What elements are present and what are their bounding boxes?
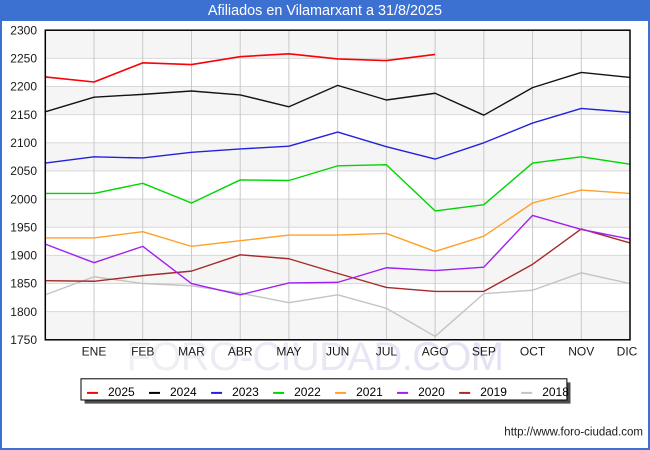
svg-text:FEB: FEB	[131, 344, 154, 358]
svg-text:1800: 1800	[10, 305, 37, 319]
svg-text:JUN: JUN	[326, 344, 349, 358]
svg-text:2250: 2250	[10, 52, 37, 66]
svg-text:OCT: OCT	[520, 344, 546, 358]
svg-text:2000: 2000	[10, 192, 37, 206]
svg-text:2023: 2023	[232, 385, 259, 399]
svg-text:2022: 2022	[294, 385, 321, 399]
svg-text:2025: 2025	[108, 385, 135, 399]
svg-text:http://www.foro-ciudad.com: http://www.foro-ciudad.com	[504, 426, 643, 438]
svg-text:1950: 1950	[10, 220, 37, 234]
svg-text:2050: 2050	[10, 164, 37, 178]
svg-text:2019: 2019	[480, 385, 507, 399]
svg-text:SEP: SEP	[472, 344, 496, 358]
svg-text:2024: 2024	[170, 385, 197, 399]
svg-text:JUL: JUL	[376, 344, 398, 358]
svg-text:MAY: MAY	[276, 344, 301, 358]
svg-text:AGO: AGO	[422, 344, 449, 358]
svg-text:2018: 2018	[542, 385, 569, 399]
svg-text:ABR: ABR	[228, 344, 253, 358]
svg-text:1750: 1750	[10, 333, 37, 347]
svg-text:FORO-CIUDAD.COM: FORO-CIUDAD.COM	[127, 335, 504, 379]
svg-text:NOV: NOV	[568, 344, 594, 358]
svg-text:2300: 2300	[10, 23, 37, 37]
svg-text:DIC: DIC	[617, 344, 638, 358]
svg-text:2021: 2021	[356, 385, 383, 399]
svg-text:2100: 2100	[10, 136, 37, 150]
svg-text:2150: 2150	[10, 108, 37, 122]
svg-text:1900: 1900	[10, 249, 37, 263]
svg-text:1850: 1850	[10, 277, 37, 291]
svg-text:ENE: ENE	[82, 344, 107, 358]
svg-text:MAR: MAR	[178, 344, 205, 358]
svg-text:2020: 2020	[418, 385, 445, 399]
svg-text:2200: 2200	[10, 80, 37, 94]
